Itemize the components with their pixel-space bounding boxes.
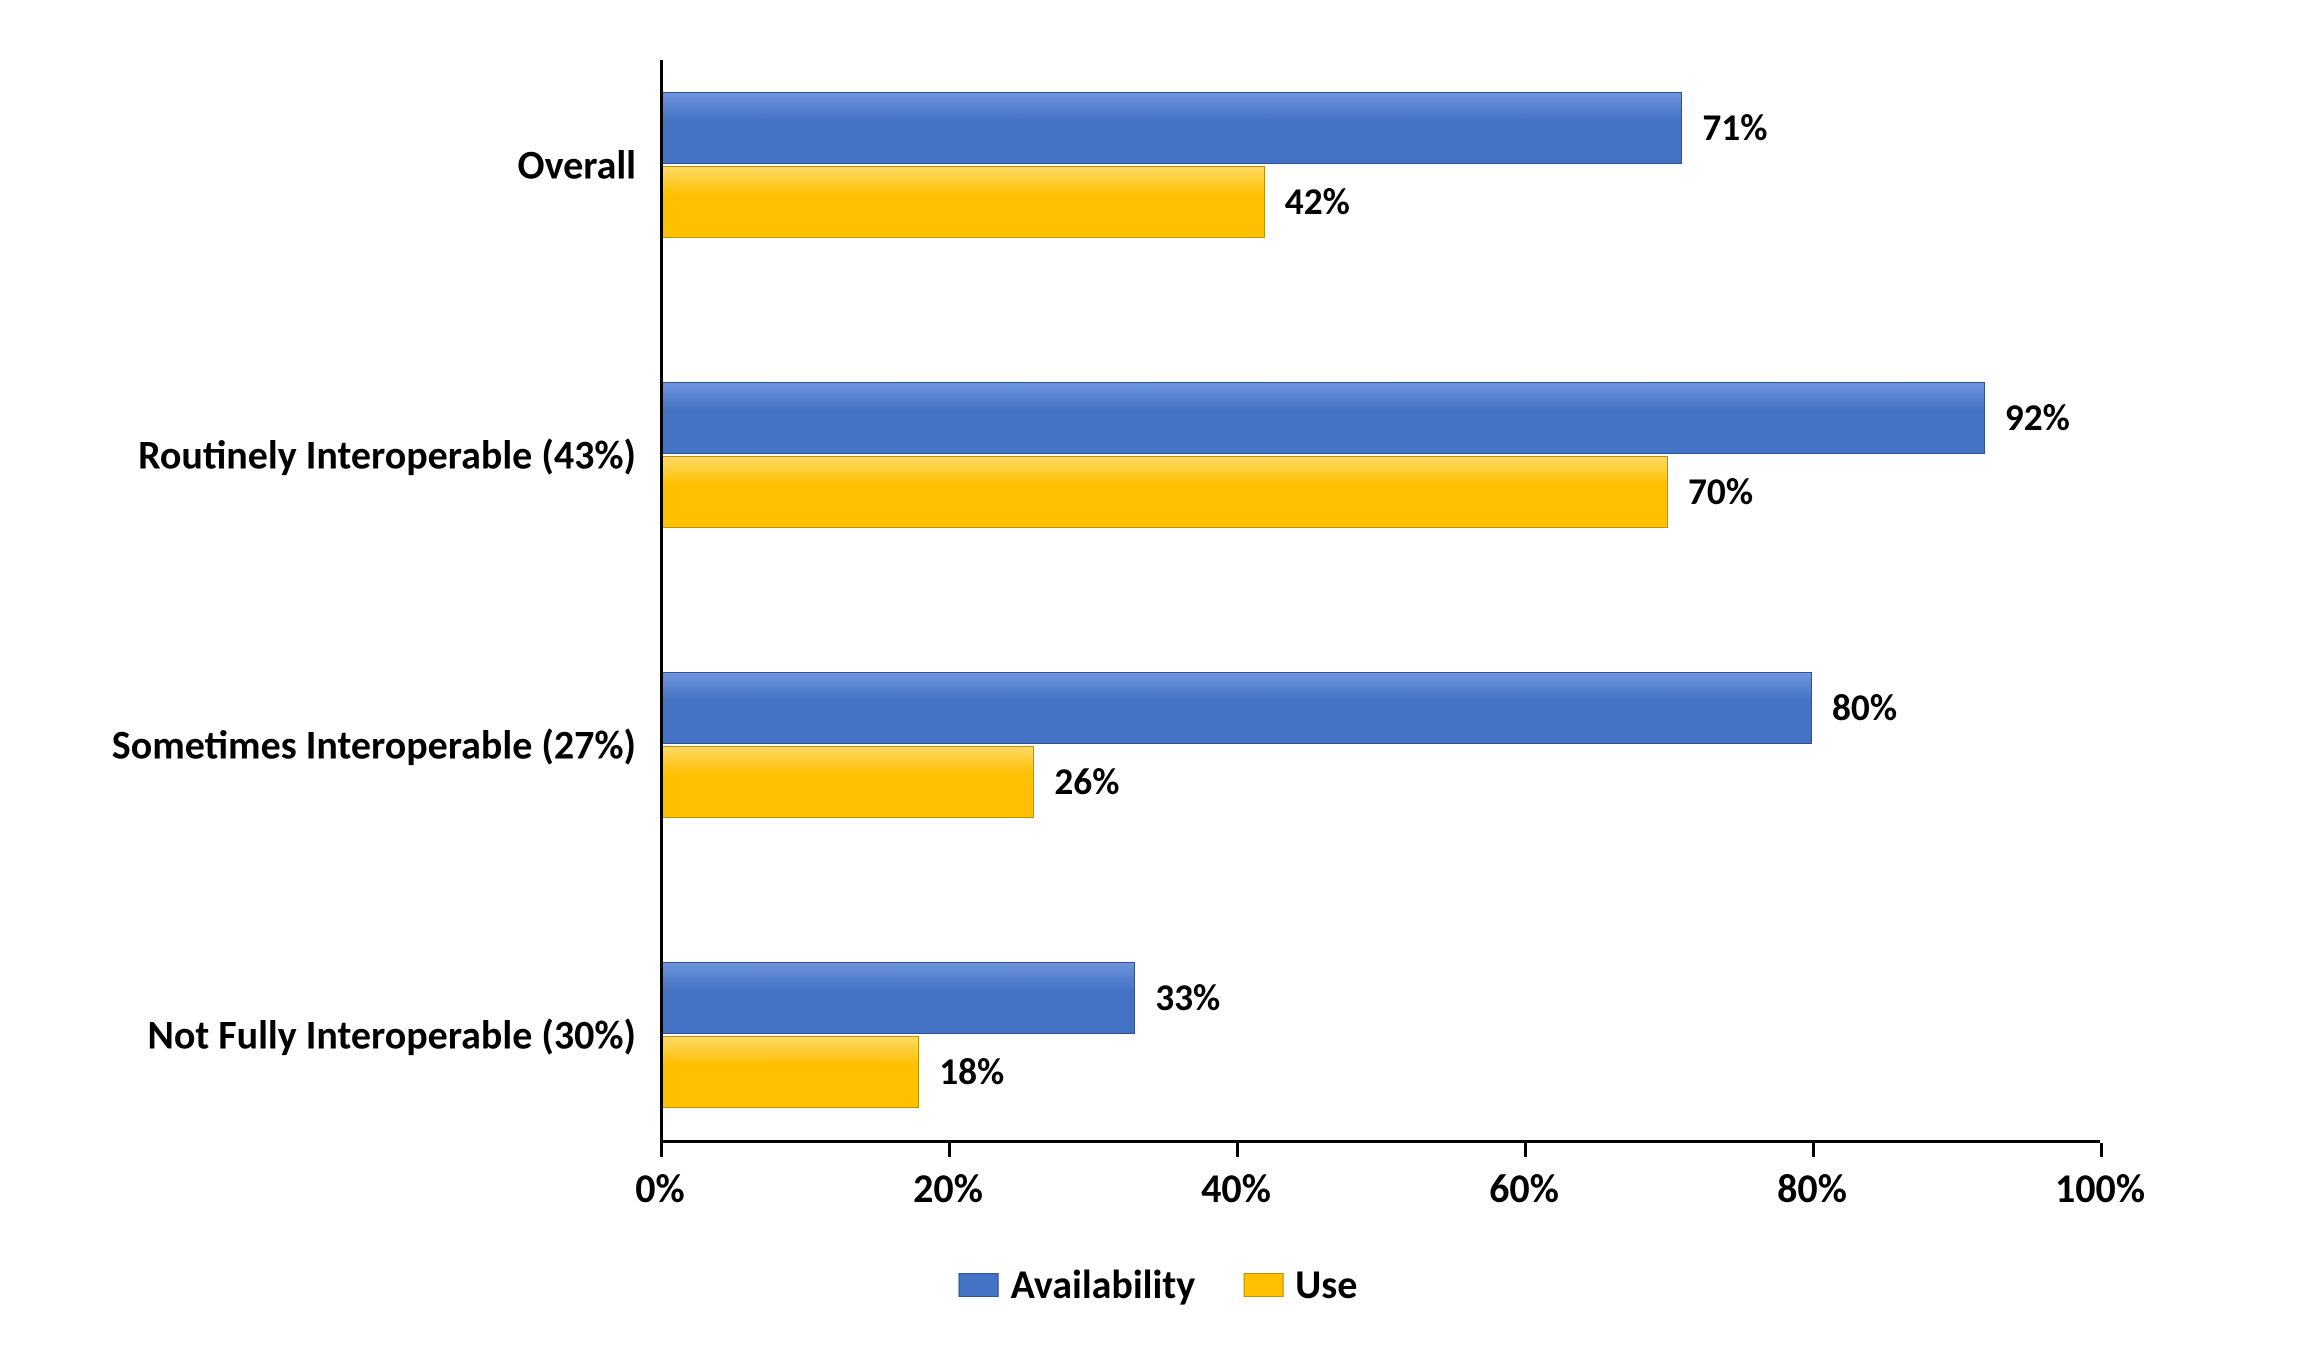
bar-use bbox=[663, 166, 1265, 238]
legend-swatch bbox=[1243, 1273, 1283, 1297]
bar-value-label: 42% bbox=[1285, 179, 1350, 225]
bar-value-label: 18% bbox=[939, 1049, 1004, 1095]
legend-item-availability: Availability bbox=[959, 1260, 1196, 1309]
bar-value-label: 92% bbox=[2005, 395, 2070, 441]
x-tick bbox=[948, 1143, 951, 1157]
bar-availability bbox=[663, 382, 1985, 454]
bar-use bbox=[663, 1036, 919, 1108]
x-tick bbox=[660, 1143, 663, 1157]
x-tick-label: 80% bbox=[1777, 1164, 1847, 1213]
legend: Availability Use bbox=[959, 1260, 1358, 1309]
bar-availability bbox=[663, 92, 1682, 164]
bar-use bbox=[663, 456, 1668, 528]
category-label: Routinely Interoperable (43%) bbox=[138, 431, 636, 480]
x-tick-label: 100% bbox=[2055, 1164, 2145, 1213]
bar-value-label: 70% bbox=[1688, 469, 1753, 515]
x-tick-label: 60% bbox=[1489, 1164, 1559, 1213]
bar-value-label: 26% bbox=[1054, 759, 1119, 805]
legend-label: Availability bbox=[1011, 1260, 1196, 1309]
x-tick-label: 20% bbox=[913, 1164, 983, 1213]
legend-item-use: Use bbox=[1243, 1260, 1357, 1309]
category-label: Not Fully Interoperable (30%) bbox=[147, 1011, 636, 1060]
bar-use bbox=[663, 746, 1034, 818]
category-label: Sometimes Interoperable (27%) bbox=[112, 721, 636, 770]
x-tick bbox=[1812, 1143, 1815, 1157]
x-tick bbox=[2100, 1143, 2103, 1157]
legend-label: Use bbox=[1295, 1260, 1357, 1309]
bar-availability bbox=[663, 672, 1812, 744]
x-tick bbox=[1236, 1143, 1239, 1157]
bar-value-label: 80% bbox=[1832, 685, 1897, 731]
bar-value-label: 33% bbox=[1155, 975, 1220, 1021]
x-tick-label: 40% bbox=[1201, 1164, 1271, 1213]
plot-area: 0%20%40%60%80%100%Overall71%42%Routinely… bbox=[660, 60, 2100, 1140]
x-tick-label: 0% bbox=[635, 1164, 684, 1213]
chart-container: 0% 20% 40% 60% 80% 100% Overall 71% 42% Routinely… bbox=[0, 0, 2316, 1363]
legend-swatch bbox=[959, 1273, 999, 1297]
bar-value-label: 71% bbox=[1702, 105, 1767, 151]
x-axis-line bbox=[660, 1140, 2100, 1143]
category-label: Overall bbox=[518, 141, 636, 190]
x-tick bbox=[1524, 1143, 1527, 1157]
bar-availability bbox=[663, 962, 1135, 1034]
